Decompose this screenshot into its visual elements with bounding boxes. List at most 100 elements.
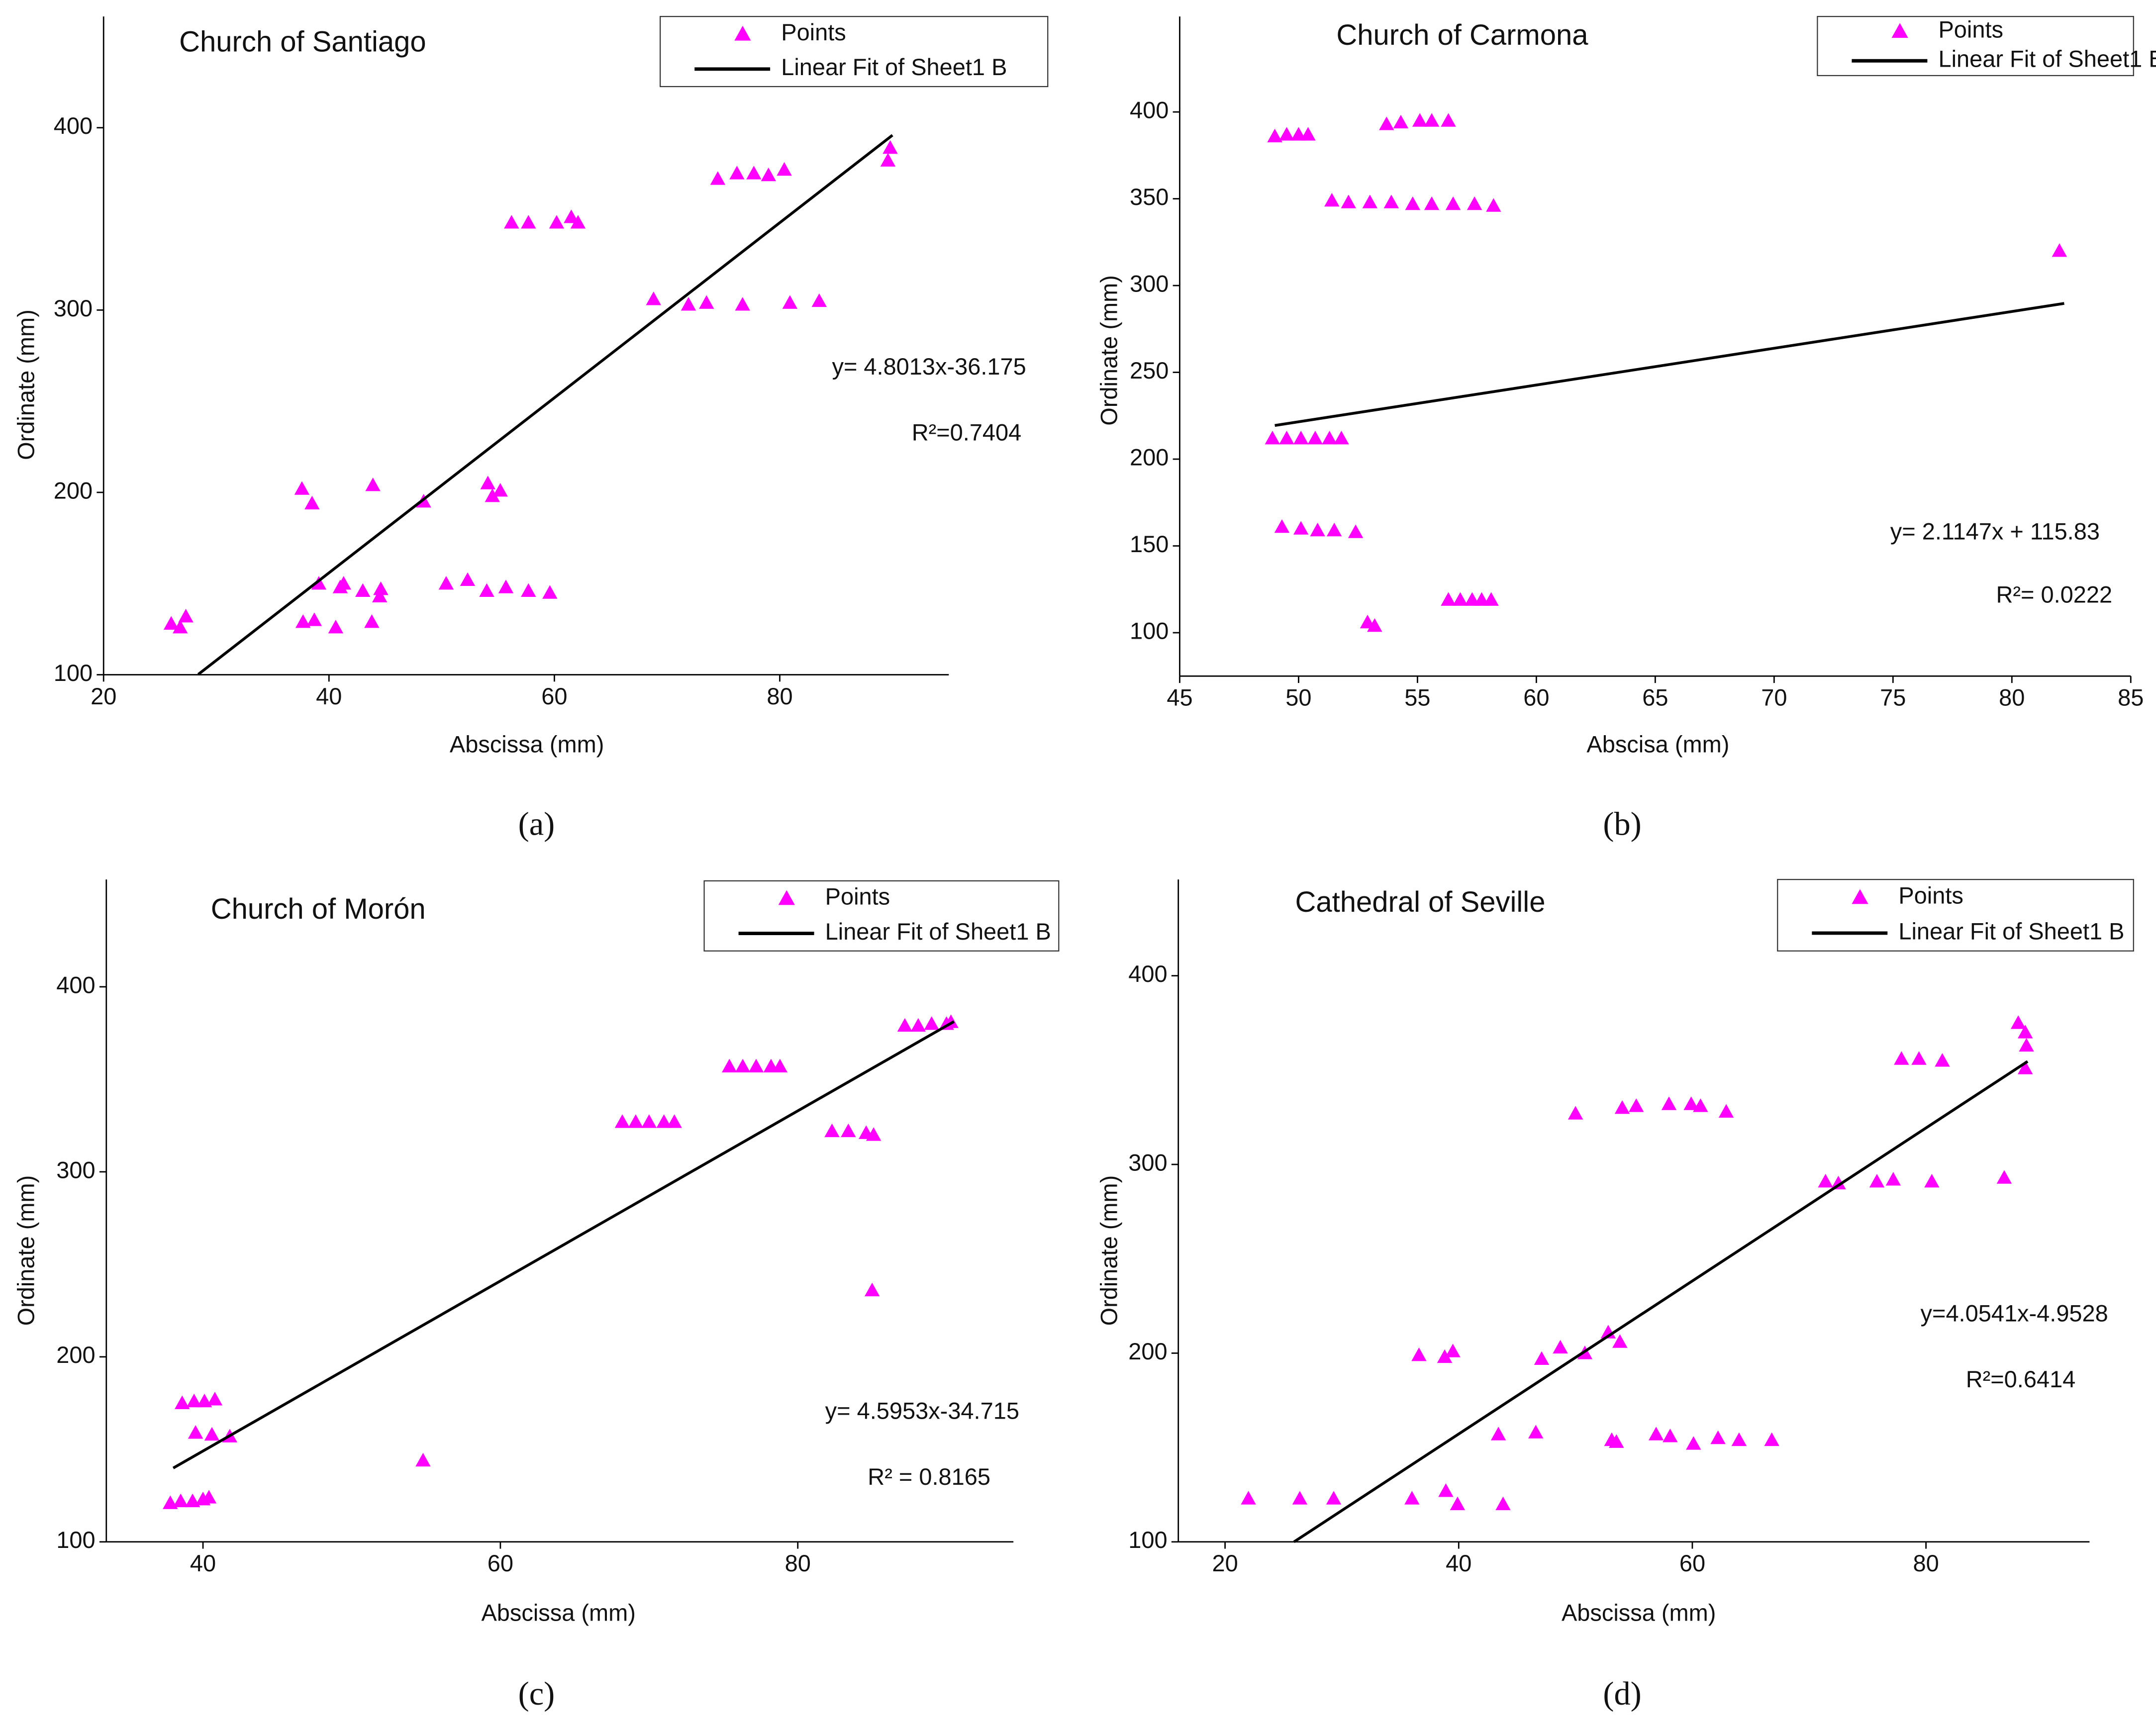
point [2018,1025,2033,1039]
point [1648,1427,1664,1440]
point [521,215,536,229]
point [710,171,726,185]
y-tick-label: 400 [1130,96,1169,123]
x-tick-label: 60 [541,683,567,709]
x-tick-label: 60 [488,1550,513,1576]
y-axis-label: Ordinate (mm) [13,309,39,460]
legend-box [1817,16,2134,77]
y-tick-label: 200 [54,477,93,503]
point [1348,524,1364,538]
point [1490,1427,1506,1440]
point [772,1058,788,1072]
y-axis-label: Ordinate (mm) [13,1175,39,1326]
x-tick-label: 75 [1880,684,1906,711]
x-tick-label: 85 [2118,684,2144,711]
legend-label: Linear Fit of Sheet1 B [781,54,1007,80]
point [570,215,586,229]
r-squared: R²=0.6414 [1966,1366,2076,1392]
equation: y=4.0541x-4.9528 [1921,1300,2108,1326]
point [1629,1098,1644,1112]
y-tick-label: 200 [56,1342,95,1368]
legend-label: Points [781,19,846,45]
point [1764,1432,1779,1446]
point [173,1493,189,1508]
fit-line [172,1020,955,1469]
x-tick-label: 40 [190,1550,216,1576]
x-tick-label: 55 [1404,684,1430,711]
point [864,1282,880,1297]
x-tick-label: 40 [316,683,342,709]
point [1445,1343,1461,1357]
y-tick-label: 200 [1128,1338,1167,1364]
x-tick-label: 60 [1523,684,1549,711]
point [722,1058,737,1072]
y-tick-label: 150 [1130,531,1169,557]
legend-box [1777,879,2134,952]
point [204,1427,220,1441]
point [294,481,310,495]
point [1465,592,1480,606]
point [1362,194,1378,208]
point [1334,430,1349,445]
chart-title: Cathedral of Seville [1295,886,1546,918]
legend-label: Points [1898,882,1963,908]
point [1445,196,1461,210]
equation: y= 4.8013x-36.175 [832,353,1026,380]
point [178,609,194,623]
point [1404,1491,1420,1505]
point [1495,1496,1511,1511]
equation: y= 4.5953x-34.715 [825,1398,1019,1424]
point [1453,592,1468,606]
point [1274,519,1290,533]
y-tick-label: 300 [1128,1149,1167,1175]
point [173,619,188,634]
point [1924,1173,1940,1188]
point [1265,430,1280,445]
legend-marker [1891,23,1908,38]
x-axis-label: Abscissa (mm) [450,731,604,758]
point [1241,1491,1256,1505]
point [1441,592,1456,606]
point [1693,1098,1708,1112]
point [1614,1100,1630,1114]
x-tick-label: 20 [1212,1550,1238,1576]
point [1293,521,1309,535]
point [2019,1038,2034,1052]
point [415,1452,431,1467]
point [1911,1051,1927,1065]
point [564,209,579,223]
point [1663,1429,1678,1442]
y-tick-label: 200 [1130,444,1169,470]
point [1894,1051,1909,1065]
point [480,476,495,489]
point [1869,1173,1885,1188]
point [306,612,322,626]
y-tick-label: 100 [56,1527,95,1553]
point [897,1018,913,1032]
x-axis-label: Abscissa (mm) [1562,1600,1716,1626]
point [1467,196,1482,210]
point [735,297,750,311]
x-tick-label: 80 [1999,684,2025,711]
point [1437,1349,1453,1363]
point [2010,1015,2026,1029]
point [735,1058,751,1072]
legend-box [660,16,1049,88]
y-tick-label: 300 [1130,270,1169,296]
point [1411,1347,1427,1361]
y-tick-label: 250 [1130,357,1169,384]
point [641,1114,657,1128]
x-tick-label: 70 [1761,684,1787,711]
x-tick-label: 45 [1167,684,1192,711]
y-tick-label: 100 [1128,1527,1167,1553]
y-tick-label: 300 [54,295,93,321]
point [1483,592,1499,606]
y-axis-label: Ordinate (mm) [1096,1175,1122,1326]
point [1341,194,1356,208]
point [1486,198,1501,212]
point [1292,1491,1308,1505]
point [542,585,558,599]
panel-label: (d) [1603,1676,1641,1712]
point [699,295,714,309]
